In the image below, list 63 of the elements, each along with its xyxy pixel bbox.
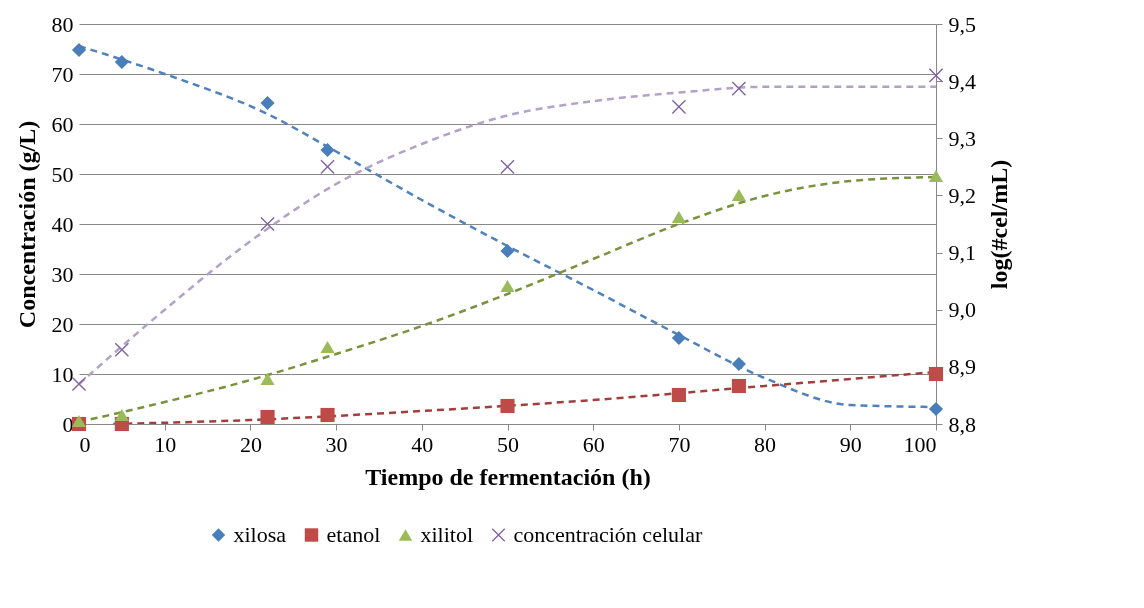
point: [114, 54, 129, 70]
y2-tick-label: 9,5: [948, 11, 976, 37]
y2-tick-label: 9,4: [948, 68, 976, 94]
y-axis-title: Concentración (g/L): [13, 120, 40, 329]
point: [260, 409, 275, 425]
point: [928, 169, 944, 183]
y2-tick-label: 9,0: [948, 297, 976, 323]
point: [320, 159, 335, 174]
point: [260, 372, 275, 386]
point: [71, 42, 87, 58]
y-tick-label: 30: [51, 261, 74, 287]
point: [500, 159, 515, 174]
point: [71, 414, 87, 428]
point: [320, 142, 335, 158]
x-tick-label: 100: [903, 431, 937, 457]
x-tick-label: 10: [154, 431, 177, 457]
y2-tick-label: 9,3: [948, 125, 976, 151]
point: [500, 279, 515, 293]
legend-label: concentración celular: [513, 522, 703, 547]
x-tick-label: 50: [497, 431, 519, 457]
point: [320, 407, 335, 423]
point: [500, 243, 515, 259]
point: [671, 387, 686, 403]
x-tick-label: 70: [668, 431, 691, 457]
y-tick-label: 60: [51, 111, 74, 137]
point: [928, 68, 944, 83]
x-tick-label: 0: [79, 431, 91, 457]
point: [731, 378, 746, 394]
legend-label: etanol: [326, 522, 381, 547]
point: [260, 95, 275, 111]
point: [671, 330, 686, 346]
point: [500, 398, 515, 414]
point: [671, 99, 686, 114]
y2-tick-label: 9,2: [948, 182, 976, 208]
point: [731, 188, 746, 202]
x-tick-label: 60: [582, 431, 605, 457]
point: [731, 356, 746, 372]
x-tick-label: 30: [325, 431, 348, 457]
point: [320, 340, 335, 354]
y-tick-label: 40: [51, 211, 74, 237]
x-tick-label: 80: [754, 431, 777, 457]
x-tick-label: 40: [411, 431, 434, 457]
legend-label: xilosa: [233, 522, 287, 547]
x-tick-label: 20: [239, 431, 262, 457]
x-axis-title: Tiempo de fermentación (h): [365, 463, 651, 490]
y2-tick-label: 8,9: [948, 354, 976, 380]
y-tick-label: 20: [51, 311, 74, 337]
point: [928, 401, 944, 417]
y2-tick-label: 9,1: [948, 240, 976, 266]
y-tick-label: 70: [51, 61, 74, 87]
x-tick-label: 90: [839, 431, 862, 457]
y-tick-label: 10: [51, 361, 74, 387]
legend-label: xilitol: [420, 522, 474, 547]
point: [114, 408, 129, 422]
y2-axis-title: log(#cel/mL): [986, 159, 1012, 290]
point: [114, 342, 129, 357]
point: [928, 366, 944, 382]
y-tick-label: 80: [51, 11, 74, 37]
y2-tick-label: 8,8: [948, 411, 976, 437]
point: [731, 81, 746, 96]
point: [260, 216, 275, 232]
point: [671, 210, 686, 224]
y-tick-label: 50: [51, 161, 74, 187]
